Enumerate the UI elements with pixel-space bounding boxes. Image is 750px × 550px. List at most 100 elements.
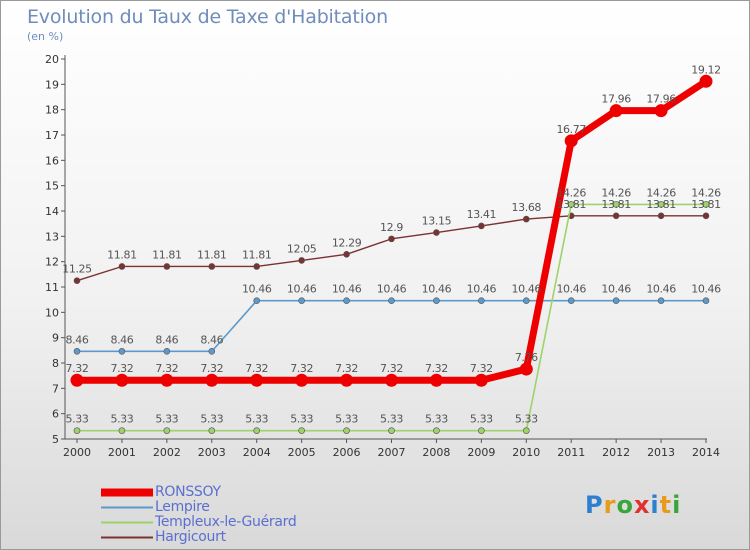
data-point-templeux-le-guerard: [657, 201, 665, 208]
data-point-ronssoy: [70, 373, 84, 387]
data-point-hargicourt: [163, 263, 171, 270]
data-label-lempire: 10.46: [377, 283, 407, 296]
data-point-lempire: [163, 348, 171, 355]
data-point-lempire: [657, 297, 665, 304]
data-point-templeux-le-guerard: [567, 201, 575, 208]
logo-letter: i: [650, 491, 660, 519]
data-label-hargicourt: 13.81: [601, 198, 631, 211]
data-label-templeux-le-guerard: 5.33: [110, 413, 133, 426]
chart-title: Evolution du Taux de Taxe d'Habitation: [27, 6, 388, 28]
y-tick-label: 18: [45, 104, 59, 117]
data-label-hargicourt: 12.05: [287, 242, 317, 255]
x-tick-label: 2014: [692, 446, 720, 459]
data-point-hargicourt: [73, 277, 81, 284]
data-point-ronssoy: [205, 373, 219, 387]
data-point-ronssoy: [609, 104, 623, 118]
data-label-ronssoy: 19.12: [691, 63, 721, 76]
x-tick-label: 2009: [467, 446, 495, 459]
data-label-lempire: 8.46: [155, 333, 178, 346]
data-point-hargicourt: [612, 212, 620, 220]
data-label-lempire: 10.46: [467, 283, 497, 296]
data-point-lempire: [612, 297, 620, 304]
data-label-templeux-le-guerard: 5.33: [515, 413, 538, 426]
y-tick-label: 8: [52, 357, 59, 370]
y-tick-label: 16: [45, 154, 59, 167]
logo-letter: o: [616, 491, 634, 519]
data-point-ronssoy: [474, 373, 488, 387]
data-label-hargicourt: 11.25: [62, 263, 92, 276]
data-point-lempire: [343, 297, 350, 304]
data-label-ronssoy: 7.32: [425, 362, 448, 375]
y-tick-label: 11: [45, 281, 59, 294]
data-point-ronssoy: [429, 373, 443, 387]
data-point-hargicourt: [702, 212, 710, 220]
y-tick-label: 5: [52, 433, 59, 446]
data-label-ronssoy: 7.32: [290, 362, 313, 375]
legend-item-templeux-le-guerard[interactable]: Templeux-le-Guérard: [101, 515, 297, 530]
legend-item-ronssoy[interactable]: RONSSOY: [101, 485, 296, 500]
data-point-lempire: [388, 297, 395, 304]
data-point-templeux-le-guerard: [702, 201, 710, 208]
data-point-templeux-le-guerard: [208, 427, 216, 434]
data-label-hargicourt: 11.81: [152, 248, 182, 261]
x-tick-label: 2010: [512, 446, 540, 459]
data-point-templeux-le-guerard: [388, 427, 395, 434]
data-point-lempire: [298, 297, 305, 304]
data-point-templeux-le-guerard: [253, 427, 261, 434]
data-label-ronssoy: 17.96: [601, 93, 631, 106]
data-point-lempire: [433, 297, 440, 304]
data-label-hargicourt: 13.81: [691, 198, 721, 211]
data-point-ronssoy: [295, 373, 309, 387]
data-point-templeux-le-guerard: [343, 427, 350, 434]
data-point-templeux-le-guerard: [522, 427, 530, 434]
y-tick-label: 14: [45, 205, 59, 218]
data-point-hargicourt: [253, 263, 261, 270]
data-point-hargicourt: [343, 251, 350, 258]
data-point-lempire: [702, 297, 710, 304]
data-label-hargicourt: 13.68: [512, 201, 542, 214]
data-point-ronssoy: [160, 373, 174, 387]
x-tick-label: 2003: [198, 446, 226, 459]
data-point-ronssoy: [250, 373, 264, 387]
x-tick-label: 2011: [557, 446, 585, 459]
data-label-hargicourt: 13.81: [646, 198, 676, 211]
y-tick-label: 13: [45, 230, 59, 243]
data-point-ronssoy: [699, 74, 713, 88]
data-label-templeux-le-guerard: 14.26: [691, 186, 721, 199]
data-label-templeux-le-guerard: 14.26: [556, 186, 586, 199]
x-tick-label: 2007: [378, 446, 406, 459]
data-label-templeux-le-guerard: 14.26: [601, 186, 631, 199]
data-label-lempire: 10.46: [691, 283, 721, 296]
data-point-lempire: [253, 297, 261, 304]
data-label-hargicourt: 11.81: [242, 248, 272, 261]
data-label-templeux-le-guerard: 5.33: [200, 413, 223, 426]
data-point-hargicourt: [118, 263, 126, 270]
data-point-lempire: [567, 297, 575, 304]
data-label-ronssoy: 7.32: [470, 362, 493, 375]
data-label-ronssoy: 7.32: [110, 362, 133, 375]
data-label-hargicourt: 12.9: [380, 221, 403, 234]
data-point-lempire: [208, 348, 216, 355]
data-label-templeux-le-guerard: 5.33: [66, 413, 89, 426]
data-point-lempire: [118, 348, 126, 355]
data-label-hargicourt: 11.81: [197, 248, 227, 261]
data-point-templeux-le-guerard: [118, 427, 126, 434]
data-point-ronssoy: [385, 373, 398, 387]
data-label-lempire: 10.46: [287, 283, 317, 296]
y-tick-label: 7: [52, 382, 59, 395]
data-label-templeux-le-guerard: 5.33: [425, 413, 448, 426]
data-point-hargicourt: [522, 215, 530, 223]
data-point-lempire: [522, 297, 530, 304]
legend-item-lempire[interactable]: Lempire: [101, 500, 296, 515]
data-point-lempire: [478, 297, 485, 304]
data-label-hargicourt: 13.15: [422, 215, 452, 228]
x-tick-label: 2001: [108, 446, 136, 459]
logo-letter: x: [633, 491, 651, 519]
data-label-templeux-le-guerard: 5.33: [290, 413, 313, 426]
data-label-lempire: 10.46: [646, 283, 676, 296]
data-point-hargicourt: [298, 257, 305, 264]
data-point-hargicourt: [433, 229, 440, 236]
data-label-ronssoy: 7.32: [380, 362, 403, 375]
x-tick-label: 2008: [422, 446, 450, 459]
legend-item-hargicourt[interactable]: Hargicourt: [101, 530, 296, 545]
